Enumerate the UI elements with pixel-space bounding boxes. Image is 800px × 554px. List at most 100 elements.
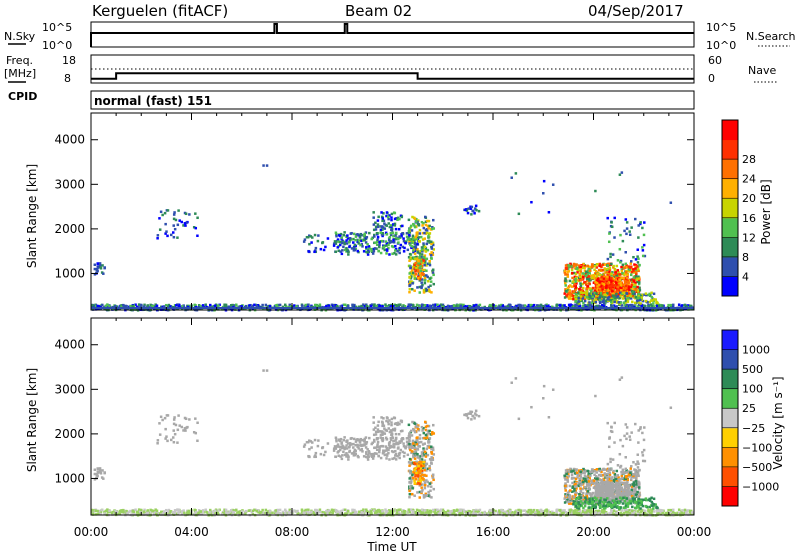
velocity-cell — [205, 510, 208, 514]
velocity-cell — [281, 510, 285, 514]
power-cell — [606, 271, 610, 275]
velocity-cell — [374, 446, 377, 449]
velocity-cell — [345, 455, 348, 458]
power-cell — [606, 278, 610, 281]
power-cell — [413, 217, 417, 220]
power-cell — [653, 305, 656, 308]
velocity-cell — [636, 510, 639, 513]
velocity-cell — [383, 449, 386, 452]
power-cell — [529, 303, 532, 307]
power-cell — [610, 289, 614, 293]
velocity-cell — [98, 510, 101, 513]
velocity-cell — [400, 438, 403, 441]
velocity-cell — [381, 439, 384, 443]
power-cell — [338, 234, 341, 237]
velocity-cell — [386, 511, 390, 515]
power-cell — [615, 296, 619, 299]
power-cell — [628, 268, 631, 272]
power-cell — [229, 304, 233, 307]
power-cell — [345, 247, 348, 250]
power-cell — [572, 290, 576, 293]
power-cell — [393, 217, 397, 221]
power-cell — [343, 303, 347, 307]
power-cell — [614, 299, 618, 302]
power-cell — [274, 304, 277, 307]
power-cell — [335, 234, 338, 238]
velocity-cell — [587, 508, 591, 512]
power-cell — [641, 226, 644, 230]
velocity-cell — [334, 447, 338, 450]
velocity-cell — [517, 508, 520, 512]
nsky-series-line — [90, 23, 694, 47]
velocity-cell — [388, 440, 392, 444]
velocity-cell — [329, 510, 332, 514]
power-cell — [395, 304, 399, 307]
power-cell — [637, 292, 641, 296]
power-cell — [574, 280, 577, 283]
velocity-cell — [396, 423, 399, 427]
velocity-cell — [500, 508, 503, 512]
power-cell — [574, 284, 577, 288]
power-cell — [429, 256, 433, 260]
velocity-cell — [244, 512, 247, 515]
power-cell — [418, 272, 422, 275]
power-cell — [375, 304, 378, 308]
power-cell — [620, 268, 624, 272]
velocity-cell — [392, 416, 396, 419]
velocity-cell — [122, 508, 125, 512]
velocity-cell — [240, 510, 244, 513]
power-cell — [415, 266, 418, 270]
velocity-cell — [470, 510, 474, 514]
power-cell — [579, 293, 583, 297]
power-cell — [421, 303, 424, 306]
power-cell — [325, 304, 328, 308]
velocity-cell — [341, 446, 344, 450]
velocity-cell — [608, 512, 611, 515]
velocity-cell — [106, 510, 110, 514]
velocity-cell — [383, 453, 387, 457]
power-cell — [573, 271, 576, 275]
power-cell — [601, 303, 604, 307]
power-cell — [570, 285, 574, 288]
power-cell — [637, 257, 640, 261]
velocity-cell — [307, 455, 311, 458]
power-cell — [410, 229, 414, 232]
velocity-cell — [657, 509, 661, 513]
power-cell — [689, 304, 693, 308]
power-cell — [352, 232, 356, 236]
power-cell — [608, 283, 612, 286]
power-cell — [393, 251, 396, 255]
velocity-cell — [364, 442, 367, 445]
power-cell — [417, 224, 421, 227]
velocity-cell — [527, 508, 531, 512]
power-cell — [515, 305, 518, 308]
velocity-cell — [158, 422, 161, 425]
velocity-cell — [342, 438, 346, 442]
power-cell — [613, 268, 617, 271]
power-cell — [164, 303, 168, 307]
power-cell — [625, 292, 629, 295]
velocity-cell — [541, 510, 544, 513]
power-cell — [613, 290, 617, 294]
power-cell — [407, 229, 411, 233]
velocity-cell — [367, 510, 370, 514]
power-cell — [633, 283, 636, 287]
velocity-cell — [688, 510, 692, 514]
velocity-cell — [551, 510, 554, 514]
power-cell — [652, 299, 655, 303]
velocity-cell — [300, 509, 304, 512]
velocity-cell — [171, 510, 175, 514]
power-cell — [376, 225, 380, 229]
power-cell — [392, 211, 396, 214]
power-cell — [672, 303, 675, 307]
velocity-cell — [94, 509, 97, 513]
power-cell — [596, 285, 599, 288]
velocity-cell — [199, 510, 202, 513]
velocity-cell — [536, 512, 540, 515]
velocity-cell — [145, 511, 149, 515]
velocity-cell — [545, 510, 549, 513]
velocity-cell — [122, 510, 125, 514]
power-cell — [632, 285, 636, 288]
velocity-cell — [180, 512, 184, 516]
